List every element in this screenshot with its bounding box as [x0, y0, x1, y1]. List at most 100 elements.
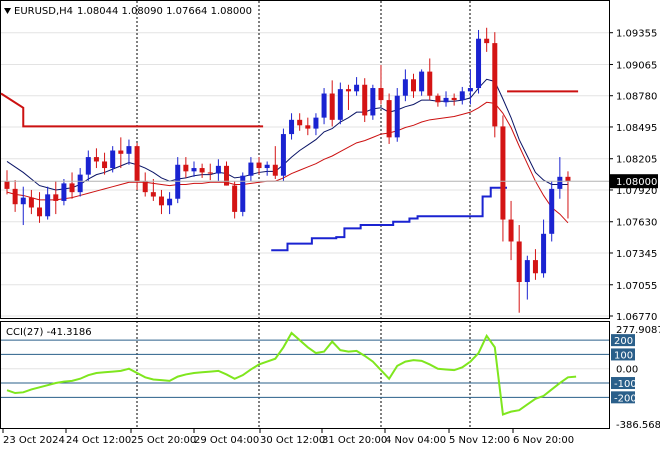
price-tick-label: 1.08780 [616, 92, 657, 103]
candle-body [289, 119, 295, 135]
candle [484, 27, 490, 52]
candle-body [476, 38, 482, 89]
candle-body [118, 150, 124, 154]
price-tick-label: 1.07920 [616, 186, 657, 197]
candle [248, 157, 254, 182]
candle [427, 58, 433, 101]
candle-body [199, 168, 205, 173]
candle-body [280, 134, 286, 176]
candles [4, 27, 571, 313]
candle-body [459, 91, 465, 101]
candle-body [337, 89, 343, 120]
time-tick-label: 29 Oct 04:00 [194, 435, 259, 446]
candle [191, 161, 197, 177]
candle [256, 157, 262, 175]
time-tick-label: 5 Nov 12:00 [449, 435, 510, 446]
candle-body [386, 100, 392, 138]
candle-body [167, 198, 173, 206]
candle-body [451, 97, 457, 101]
candle [419, 69, 425, 96]
price-tick-label: 1.07345 [616, 249, 657, 260]
candle [508, 200, 514, 261]
price-tick-label: 1.06770 [616, 312, 657, 323]
candle-body [305, 125, 311, 129]
candle [53, 181, 59, 215]
period-separators [136, 1, 471, 428]
candle-body [524, 260, 530, 283]
candle-body [175, 164, 181, 199]
candle [532, 249, 538, 280]
cci-tick-label: -386.5689 [616, 420, 660, 431]
candle [232, 181, 238, 219]
candle [110, 146, 116, 173]
candle [451, 93, 457, 106]
candle [158, 189, 164, 215]
candle-body [443, 97, 449, 103]
candle-body [69, 183, 75, 193]
candle [370, 84, 376, 120]
candle-body [264, 164, 270, 169]
current-price-tag [610, 174, 658, 189]
candle-body [427, 71, 433, 96]
candle-body [370, 88, 376, 116]
candle-body [467, 88, 473, 92]
price-axis: 1.09355 1.09065 1.08780 1.08495 1.08205 1.079… [1, 29, 658, 323]
cci-level-tag [611, 348, 635, 361]
candle-body [191, 168, 197, 172]
candle-body [207, 172, 213, 174]
candle-body [345, 89, 351, 92]
candle [45, 186, 51, 220]
cci-level-tag [611, 334, 635, 347]
candle [126, 139, 132, 165]
candle-body [272, 164, 278, 176]
candle [264, 161, 270, 176]
candle-body [565, 176, 571, 182]
candle-body [134, 146, 140, 182]
dropdown-arrow-icon[interactable] [4, 8, 11, 14]
candle [183, 157, 189, 178]
candle [280, 128, 286, 182]
candle-body [61, 183, 67, 201]
candle-body [4, 181, 10, 189]
stop-blue-line [271, 186, 507, 252]
candle [12, 180, 18, 212]
candle-body [532, 260, 538, 274]
candle [467, 69, 473, 105]
time-tick-label: 31 Oct 20:00 [322, 435, 387, 446]
candle-body [329, 93, 335, 120]
candle [435, 93, 441, 107]
current-price-label: 1.08000 [616, 177, 657, 188]
candle-body [158, 196, 164, 206]
ma-fast-line [6, 78, 568, 191]
candle [28, 189, 34, 215]
time-tick-label: 25 Oct 20:00 [131, 435, 196, 446]
candle [345, 84, 351, 110]
candle-body [402, 79, 408, 96]
candle [516, 225, 522, 313]
cci-level-tag [611, 377, 635, 390]
candle [565, 171, 571, 219]
ohlc-readout: 1.08044 1.08090 1.07664 1.08000 [77, 6, 252, 17]
candle [207, 163, 213, 181]
time-tick-label: 23 Oct 2024 [3, 435, 65, 446]
candle [150, 179, 156, 201]
candle [93, 148, 99, 169]
candle [557, 157, 563, 199]
candle [492, 32, 498, 138]
candle [459, 86, 465, 105]
candle [321, 88, 327, 125]
candle [215, 159, 221, 182]
candle-body [435, 95, 441, 103]
candle [69, 172, 75, 199]
candle-body [419, 71, 425, 92]
candle [175, 157, 181, 204]
candle-body [183, 164, 189, 172]
candle [134, 142, 140, 190]
candle-body [85, 157, 91, 175]
candle-body [541, 233, 547, 274]
time-tick-label: 24 Oct 12:00 [66, 435, 131, 446]
candle-body [110, 150, 116, 169]
candle-body [53, 194, 59, 201]
candle [378, 65, 384, 105]
